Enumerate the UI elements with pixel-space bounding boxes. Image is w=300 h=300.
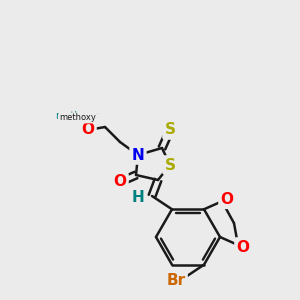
Text: O: O (236, 239, 250, 254)
Text: N: N (132, 148, 144, 163)
Text: O: O (113, 175, 127, 190)
Text: methoxy: methoxy (60, 113, 96, 122)
Text: O: O (220, 192, 233, 207)
Text: H: H (132, 190, 144, 206)
Text: Br: Br (167, 273, 186, 288)
Text: methoxy: methoxy (55, 111, 98, 121)
Text: S: S (164, 158, 175, 172)
Text: O: O (82, 122, 94, 137)
Text: S: S (164, 122, 175, 137)
